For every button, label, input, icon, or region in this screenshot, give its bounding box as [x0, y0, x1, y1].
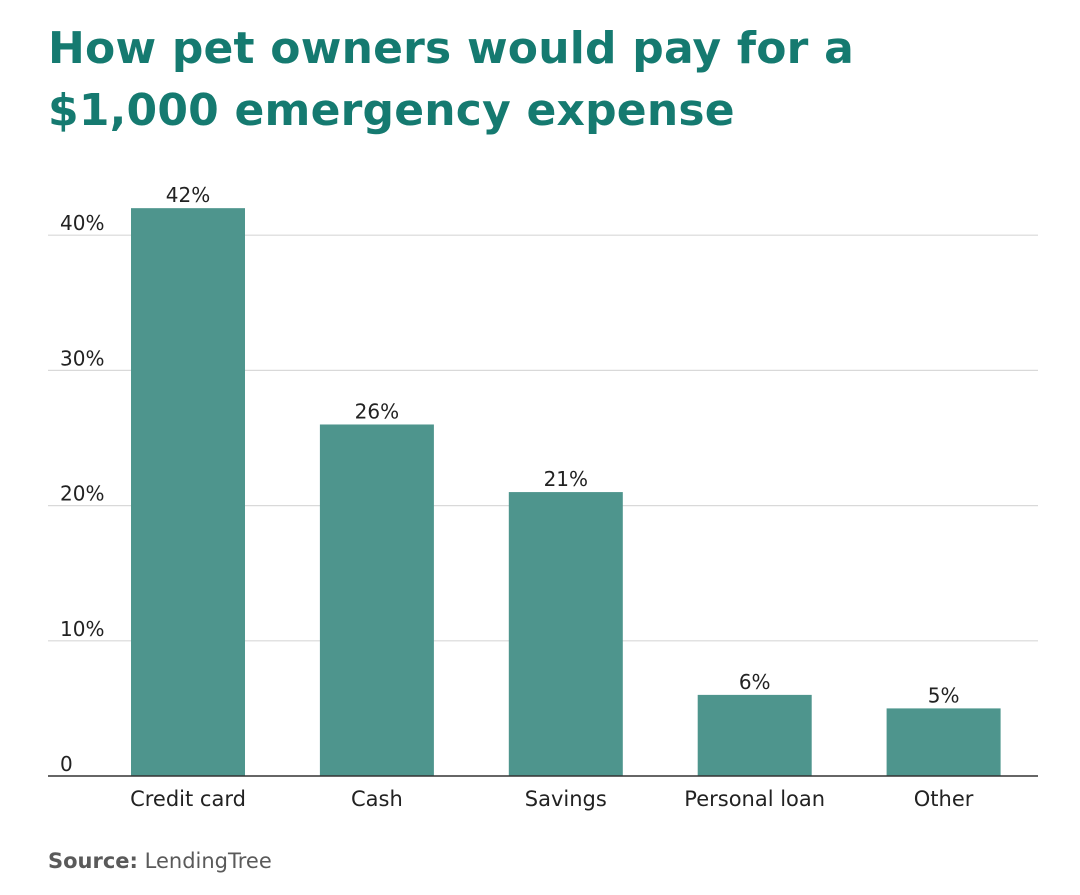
- y-tick-label-10: 10%: [60, 617, 104, 641]
- data-label-credit-card: 42%: [166, 183, 210, 207]
- x-tick-label-other: Other: [914, 787, 974, 811]
- bar-credit-card: [131, 208, 245, 776]
- source-note: Source: LendingTree: [48, 848, 272, 874]
- data-label-other: 5%: [928, 683, 960, 707]
- data-label-personal-loan: 6%: [739, 670, 771, 694]
- data-label-savings: 21%: [544, 467, 588, 491]
- chart-title-line-1: How pet owners would pay for a: [48, 23, 854, 74]
- bar-other: [886, 708, 1001, 776]
- source-label: Source:: [48, 849, 138, 873]
- chart-title-line-2: $1,000 emergency expense: [48, 85, 735, 136]
- bar-cash: [319, 424, 434, 776]
- x-tick-label-personal-loan: Personal loan: [684, 787, 825, 811]
- y-tick-label-0: 0: [60, 752, 73, 776]
- y-tick-label-40: 40%: [60, 211, 104, 235]
- x-tick-label-cash: Cash: [351, 787, 403, 811]
- x-axis-tick-labels: Credit card Cash Savings Personal loan Other: [130, 787, 974, 811]
- y-tick-label-30: 30%: [60, 346, 104, 370]
- data-label-cash: 26%: [355, 399, 399, 423]
- x-tick-label-savings: Savings: [525, 787, 607, 811]
- bar-savings: [508, 492, 623, 776]
- bars: [131, 208, 1001, 776]
- bar-personal-loan: [697, 694, 812, 776]
- chart-title: How pet owners would pay for a $1,000 em…: [48, 18, 1048, 142]
- data-labels: 42% 26% 21% 6% 5%: [166, 183, 960, 707]
- source-name: LendingTree: [144, 849, 272, 873]
- x-tick-label-credit-card: Credit card: [130, 787, 246, 811]
- y-tick-label-20: 20%: [60, 482, 104, 506]
- y-axis-tick-labels: 0 10% 20% 30% 40%: [60, 211, 104, 776]
